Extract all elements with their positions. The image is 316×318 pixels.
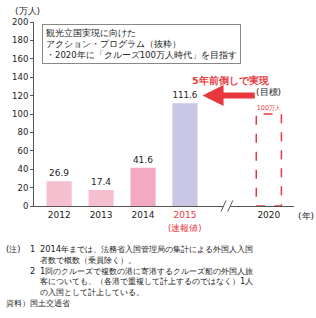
svg-text:60: 60 xyxy=(17,146,28,156)
svg-text:200: 200 xyxy=(12,17,28,27)
html-text:1: 1 xyxy=(30,244,36,254)
svg-text:2014: 2014 xyxy=(132,210,155,220)
svg-text:100万人: 100万人 xyxy=(257,104,281,112)
svg-text:(目標): (目標) xyxy=(256,87,281,97)
svg-text:140: 140 xyxy=(12,72,28,82)
svg-text:2013: 2013 xyxy=(90,210,113,220)
html-text:2014年までは、法務省入国管理局の集計による外国人入国: 2014年までは、法務省入国管理局の集計による外国人入国 xyxy=(40,244,254,254)
svg-text:17.4: 17.4 xyxy=(91,177,111,187)
svg-text:160: 160 xyxy=(12,54,28,64)
svg-text:111.6: 111.6 xyxy=(172,90,197,100)
svg-text:2020: 2020 xyxy=(257,210,280,220)
svg-text:40: 40 xyxy=(17,164,28,174)
html-text:の入国として計上している。: の入国として計上している。 xyxy=(40,287,144,298)
svg-text:観光立国実現に向けたアクション・プログラム（抜粋）・2020: 観光立国実現に向けたアクション・プログラム（抜粋）・2020年に「クルーズ100… xyxy=(46,28,237,60)
html-text:資料）国土交通省: 資料）国土交通省 xyxy=(6,298,70,308)
svg-text:20: 20 xyxy=(17,183,28,193)
html-text:(注): (注) xyxy=(6,244,21,254)
svg-text:100: 100 xyxy=(12,109,28,119)
svg-text:80: 80 xyxy=(17,127,28,137)
html-text:客についても、（各港で重複して計上するのではなく）1人: 客についても、（各港で重複して計上するのではなく）1人 xyxy=(40,276,254,287)
html-text:2: 2 xyxy=(30,265,36,276)
html-text:者数で概数（乗員除く）。: 者数で概数（乗員除く）。 xyxy=(40,254,136,265)
svg-text:180: 180 xyxy=(12,35,28,45)
svg-text:26.9: 26.9 xyxy=(49,168,69,178)
svg-text:2012: 2012 xyxy=(48,210,71,220)
svg-text:41.6: 41.6 xyxy=(133,155,153,165)
svg-text:5年前倒しで実現: 5年前倒しで実現 xyxy=(192,75,270,86)
html-text:1回のクルーズで複数の港に寄港するクルーズ船の外国人旅: 1回のクルーズで複数の港に寄港するクルーズ船の外国人旅 xyxy=(40,265,254,276)
svg-text:120: 120 xyxy=(12,91,28,101)
svg-text:(速報値): (速報値) xyxy=(168,223,202,233)
svg-text:(年): (年) xyxy=(298,211,314,221)
svg-text:(万人): (万人) xyxy=(15,6,40,16)
svg-text:2015: 2015 xyxy=(174,210,197,220)
svg-text:0: 0 xyxy=(23,201,28,211)
